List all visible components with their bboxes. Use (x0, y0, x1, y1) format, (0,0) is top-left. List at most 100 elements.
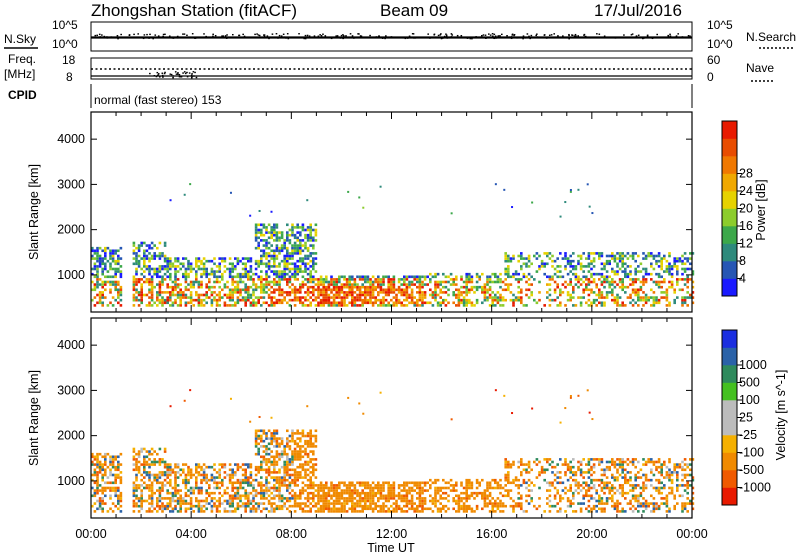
power-cell (566, 257, 570, 260)
power-cell (296, 278, 299, 281)
velocity-cell (195, 476, 198, 479)
velocity-cell (371, 489, 375, 492)
power-cell (202, 257, 206, 260)
power-cell (663, 278, 666, 281)
velocity-cell (205, 476, 208, 479)
velocity-cell (234, 463, 237, 466)
velocity-cell (642, 463, 645, 466)
velocity-cell (392, 491, 396, 495)
velocity-cell (158, 486, 162, 490)
power-cell (642, 296, 645, 299)
power-cell (301, 304, 305, 307)
velocity-cell (254, 445, 258, 448)
velocity-cell (587, 471, 591, 474)
power-cell (270, 304, 273, 307)
velocity-cell (135, 460, 138, 464)
power-cell (340, 285, 344, 289)
velocity-cell (200, 468, 203, 472)
power-cell (262, 278, 266, 281)
velocity-cell (343, 507, 346, 511)
power-cell (652, 298, 656, 302)
nsearch-point (142, 37, 145, 40)
power-cell (374, 301, 377, 305)
velocity-cell (481, 494, 484, 498)
power-cell (364, 291, 367, 294)
velocity-cell (353, 502, 357, 505)
power-cell (325, 296, 328, 299)
power-cell (213, 291, 216, 294)
velocity-cell (254, 489, 258, 492)
nsearch-point (687, 35, 690, 37)
power-cell (265, 241, 268, 245)
power-cell (496, 301, 500, 305)
velocity-cell (387, 484, 390, 487)
power-cell (592, 272, 596, 276)
power-cell (403, 278, 406, 281)
velocity-cell (202, 478, 206, 482)
velocity-cell (468, 494, 471, 498)
power-cell (117, 257, 120, 260)
power-cell (530, 291, 533, 294)
velocity-cell (343, 491, 346, 495)
velocity-cell (257, 437, 260, 440)
power-cell (345, 291, 349, 294)
velocity-cell (296, 504, 299, 508)
velocity-cell (377, 489, 380, 492)
power-cell (429, 288, 432, 292)
velocity-cell (475, 507, 479, 511)
power-cell (332, 285, 336, 289)
power-cell (332, 283, 336, 286)
nsearch-point (260, 36, 263, 39)
power-cell (514, 298, 518, 302)
velocity-cell (338, 502, 341, 505)
power-cell (101, 304, 104, 307)
power-cell (226, 267, 229, 271)
velocity-cell (96, 484, 99, 487)
velocity-cell (286, 468, 289, 472)
power-cell (195, 265, 198, 268)
power-cell (650, 272, 653, 276)
velocity-cell (104, 494, 107, 498)
power-cell (655, 262, 658, 266)
power-cell (148, 280, 151, 284)
power-cell (644, 267, 648, 271)
velocity-cell (111, 473, 115, 477)
power-cell (582, 275, 585, 279)
power-cell (200, 267, 203, 271)
velocity-cell (387, 497, 390, 500)
power-cell (556, 285, 559, 289)
velocity-cell (585, 463, 588, 466)
power-cell (221, 257, 224, 260)
velocity-cell (215, 484, 219, 487)
power-cell (642, 283, 645, 286)
power-cell (270, 270, 273, 273)
velocity-cell (301, 491, 305, 495)
power-cell (119, 285, 123, 289)
power-cell (629, 296, 632, 299)
power-cell (351, 285, 354, 289)
power-cell (683, 257, 687, 260)
power-cell (304, 228, 307, 232)
nsearch-point (583, 34, 585, 36)
velocity-cell (93, 481, 97, 485)
power-cell (150, 278, 154, 281)
velocity-cell (236, 502, 240, 505)
power-cell (327, 283, 331, 286)
power-cell (96, 259, 99, 263)
velocity-cell (104, 468, 107, 472)
velocity-cell (114, 478, 117, 482)
power-cell (361, 278, 364, 281)
power-cell (197, 285, 201, 289)
power-cell (309, 239, 312, 242)
velocity-cell (299, 437, 302, 440)
velocity-cell (504, 478, 507, 482)
velocity-cell (486, 497, 489, 500)
velocity-cell (343, 502, 346, 505)
power-cell (176, 293, 180, 297)
velocity-cell (650, 494, 653, 498)
velocity-cell (119, 452, 123, 456)
velocity-cell (392, 502, 396, 505)
power-cell (184, 275, 188, 279)
velocity-cell (301, 468, 305, 472)
power-cell (327, 280, 331, 284)
